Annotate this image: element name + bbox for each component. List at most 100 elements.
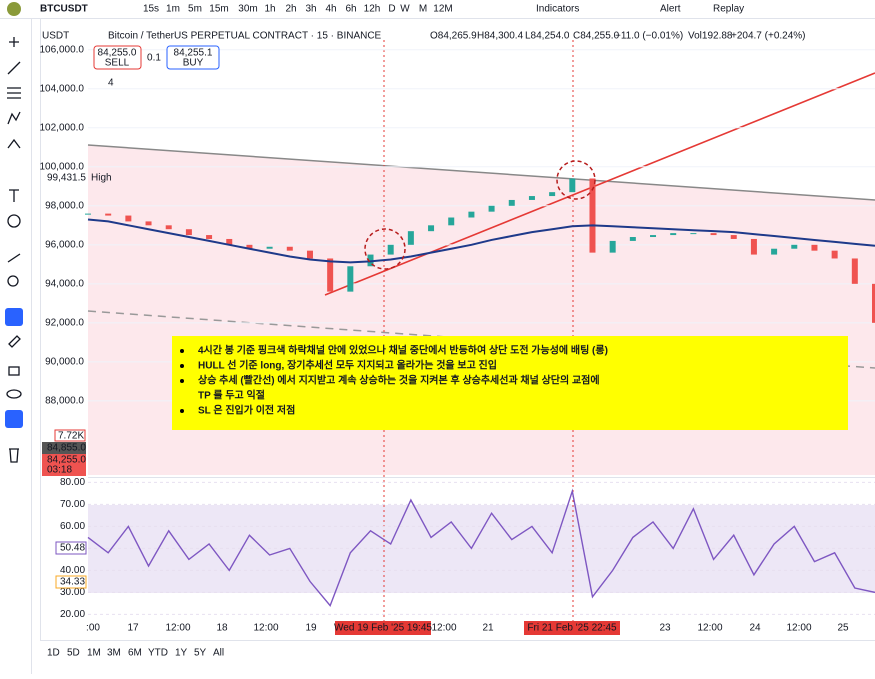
top-bar: [0, 0, 875, 18]
interval[interactable]: 15s: [143, 4, 159, 15]
note-text: SL 은 진입가 이전 저점: [198, 404, 295, 417]
trend-line: [324, 72, 875, 296]
candle: [286, 246, 293, 251]
price-tag: [42, 454, 86, 476]
trash-tool[interactable]: [9, 448, 19, 463]
emoji-tool[interactable]: [7, 214, 21, 228]
candle: [85, 213, 91, 215]
x-tick-label: 12:00: [697, 623, 722, 634]
interval[interactable]: 1m: [166, 4, 180, 15]
y-tick-label: 60.00: [60, 521, 85, 532]
projection-tool[interactable]: [7, 138, 21, 149]
buy-label: BUY: [183, 58, 204, 69]
crosshair-time: [335, 621, 431, 635]
ohlc-value: +204.7 (+0.24%): [731, 31, 806, 42]
x-tick-label: 25: [837, 623, 849, 634]
y-tick-label: 94,000.0: [45, 278, 84, 289]
magnet-tool[interactable]: [5, 308, 23, 326]
link-tool[interactable]: [5, 410, 23, 428]
sell-price: 84,255.0: [98, 48, 137, 59]
replay-button[interactable]: Replay: [713, 4, 744, 15]
candle: [428, 225, 435, 232]
interval[interactable]: M: [419, 4, 427, 15]
rsi-band: [88, 505, 875, 593]
interval[interactable]: 12M: [433, 4, 452, 15]
eye-tool[interactable]: [6, 389, 22, 399]
interval[interactable]: 5m: [188, 4, 202, 15]
interval[interactable]: 4h: [325, 4, 336, 15]
candle: [528, 196, 535, 200]
rsi-tag: [55, 541, 87, 555]
moving-average: [87, 218, 875, 264]
x-tick-label: 23: [659, 623, 671, 634]
range-button[interactable]: 1Y: [175, 648, 188, 659]
buy-button[interactable]: [166, 45, 220, 70]
text-tool[interactable]: [9, 189, 19, 202]
draw-lock[interactable]: [8, 335, 21, 348]
x-tick-label: 12:00: [431, 623, 456, 634]
lock-tool[interactable]: [8, 366, 20, 376]
ohlc-value: L84,254.0: [525, 31, 570, 42]
y-tick-label: 92,000.0: [45, 317, 84, 328]
pattern-tool[interactable]: [7, 111, 21, 125]
interval[interactable]: 1h: [264, 4, 275, 15]
candle: [791, 244, 798, 249]
volume-value: 7.72K: [58, 431, 84, 442]
ruler-tool[interactable]: [7, 253, 21, 263]
candle: [165, 225, 172, 230]
range-button[interactable]: 1D: [47, 648, 60, 659]
range-button[interactable]: 5D: [67, 648, 80, 659]
candle: [831, 250, 838, 259]
candle: [306, 250, 313, 259]
indicators-button[interactable]: Indicators: [536, 4, 579, 15]
line-tool[interactable]: [7, 61, 21, 75]
interval[interactable]: D: [388, 4, 395, 15]
interval[interactable]: 15m: [209, 4, 228, 15]
chart-area: [87, 40, 875, 622]
candle: [629, 237, 636, 241]
y-tick-label: 96,000.0: [45, 239, 84, 250]
candle: [609, 240, 616, 253]
y-tick-label: 106,000.0: [40, 44, 85, 55]
range-button[interactable]: 5Y: [194, 648, 207, 659]
crosshair-time: [524, 621, 620, 635]
fib-tool[interactable]: [7, 87, 21, 99]
x-tick-label: 24: [749, 623, 761, 634]
range-button[interactable]: YTD: [148, 648, 168, 659]
crosshair-tool[interactable]: [9, 37, 19, 47]
rsi-value: 50.48: [60, 543, 85, 554]
high-tag: [42, 171, 86, 184]
candle: [327, 258, 334, 292]
channel-top: [87, 144, 875, 201]
x-tick-label: 21: [482, 623, 494, 634]
interval[interactable]: 6h: [345, 4, 356, 15]
y-tick-label: 20.00: [60, 609, 85, 620]
interval[interactable]: 2h: [285, 4, 296, 15]
avatar[interactable]: [7, 2, 21, 16]
y-tick-label: 80.00: [60, 477, 85, 488]
x-tick-label: :00: [86, 623, 100, 634]
ohlc-value: H84,300.4: [477, 31, 524, 42]
ohlc-value: Vol192.88: [688, 31, 733, 42]
entry-circle: [364, 228, 406, 270]
sell-button[interactable]: [93, 45, 142, 70]
symbol[interactable]: BTCUSDT: [40, 4, 88, 15]
quantity: 0.1: [147, 53, 161, 64]
last-price: 03:18: [47, 465, 72, 476]
high-text: High: [91, 173, 112, 184]
zoom-tool[interactable]: [7, 275, 19, 287]
x-tick-label: 12:00: [253, 623, 278, 634]
x-tick-label: 17: [127, 623, 139, 634]
interval[interactable]: W: [400, 4, 410, 15]
range-button[interactable]: 1M: [87, 648, 101, 659]
interval[interactable]: 12h: [364, 4, 381, 15]
range-button[interactable]: 3M: [107, 648, 121, 659]
range-button[interactable]: All: [213, 648, 224, 659]
alert-button[interactable]: Alert: [660, 4, 681, 15]
x-tick-label: 19: [305, 623, 317, 634]
interval[interactable]: 3h: [305, 4, 316, 15]
range-button[interactable]: 6M: [128, 648, 142, 659]
interval[interactable]: 30m: [238, 4, 257, 15]
